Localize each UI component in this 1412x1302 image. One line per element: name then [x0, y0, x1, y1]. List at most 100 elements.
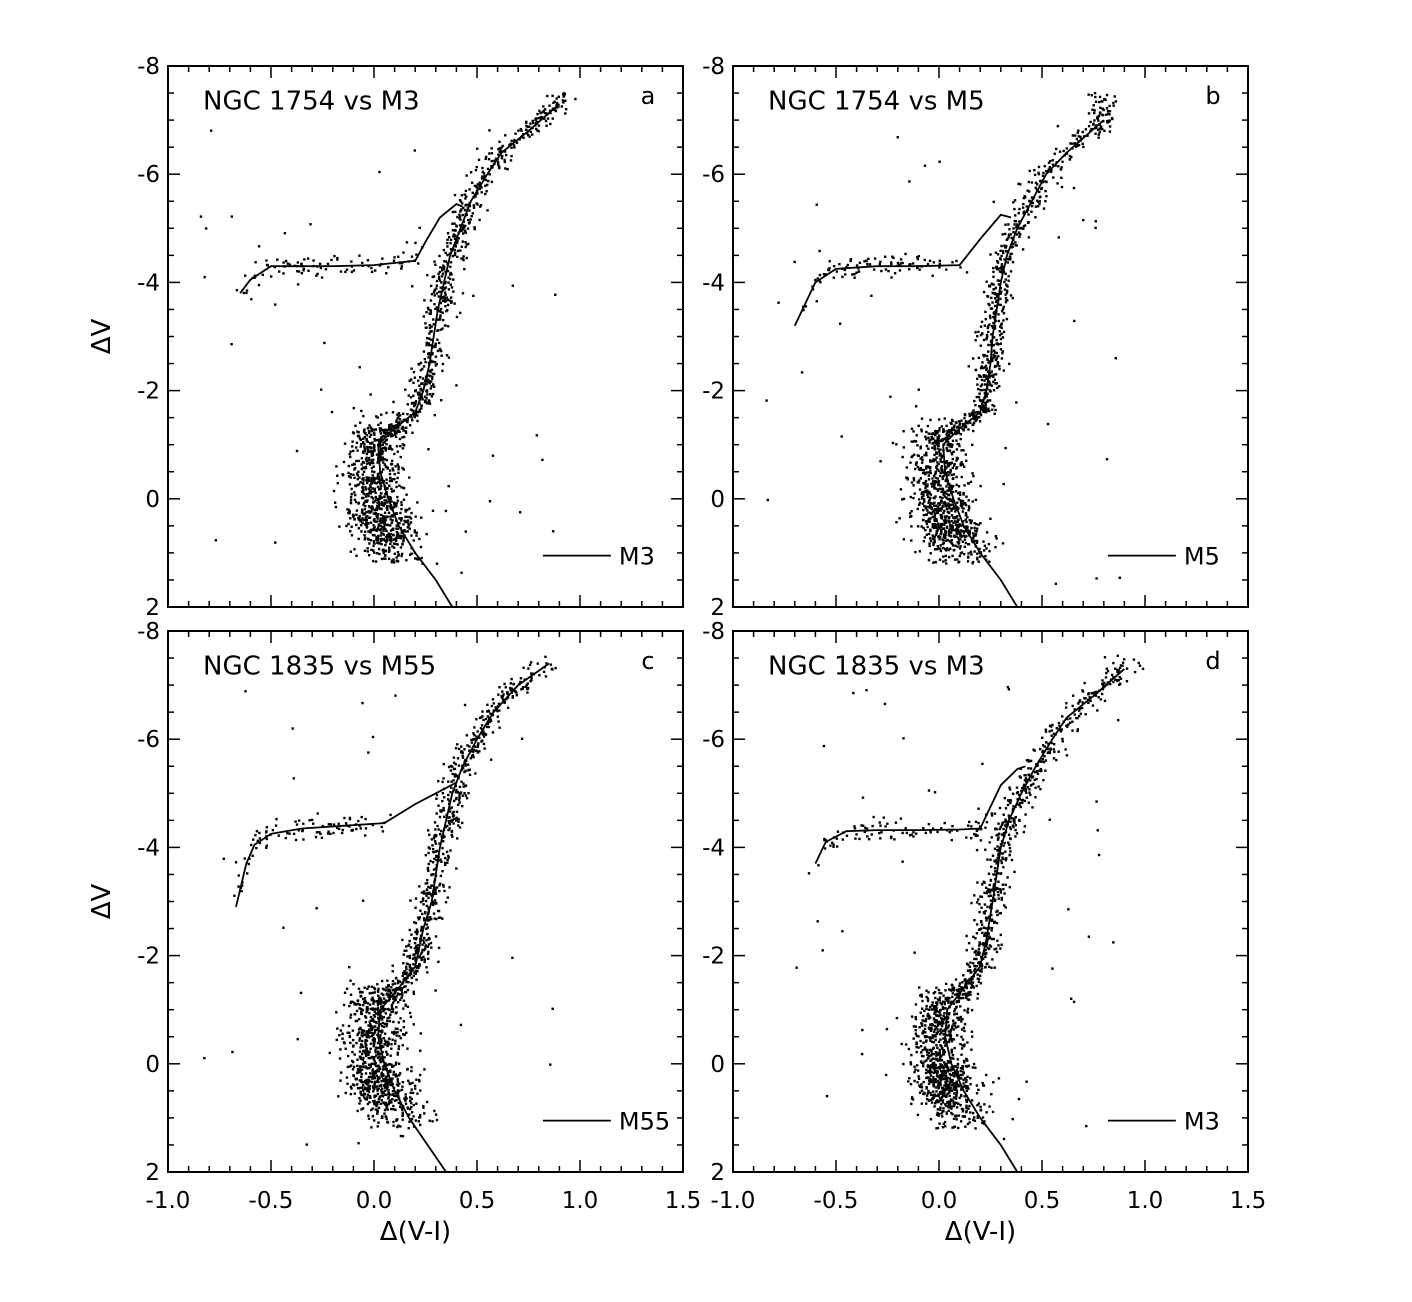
star-point — [359, 524, 363, 527]
star-point — [355, 523, 358, 527]
star-point — [428, 1119, 431, 1122]
star-point — [929, 471, 932, 475]
star-point — [383, 1089, 387, 1093]
star-point — [352, 1044, 355, 1047]
star-point — [984, 364, 988, 368]
star-point — [350, 487, 353, 491]
star-point — [446, 253, 449, 257]
star-point — [358, 1096, 361, 1100]
star-point — [352, 1065, 356, 1069]
star-point — [390, 462, 394, 466]
star-point — [392, 1032, 396, 1036]
star-point — [970, 526, 973, 530]
star-point — [1015, 233, 1019, 236]
star-point — [995, 537, 998, 540]
star-point — [358, 1007, 361, 1010]
star-point — [370, 1080, 374, 1084]
star-point — [384, 1012, 388, 1015]
star-point — [982, 406, 985, 409]
star-point — [380, 1044, 384, 1048]
star-point — [380, 507, 383, 511]
star-point — [373, 525, 376, 529]
star-point — [375, 520, 379, 523]
star-point — [441, 780, 444, 784]
star-point — [397, 471, 400, 475]
star-point — [938, 454, 941, 457]
star-point — [426, 878, 429, 882]
star-point — [1015, 244, 1018, 247]
star-point — [372, 1087, 376, 1091]
star-point — [420, 556, 423, 560]
star-point — [355, 509, 359, 512]
star-point — [912, 484, 915, 487]
star-point — [433, 294, 437, 297]
star-point — [437, 779, 440, 783]
star-point — [482, 735, 486, 738]
star-point — [955, 483, 958, 487]
star-point — [491, 731, 495, 734]
star-point — [378, 1058, 381, 1061]
star-point — [350, 270, 354, 274]
star-point — [479, 716, 483, 719]
star-point — [977, 395, 981, 399]
star-point — [1007, 275, 1010, 278]
star-point — [463, 193, 466, 196]
star-point — [383, 502, 387, 506]
star-point — [956, 515, 959, 518]
star-point — [418, 226, 421, 230]
star-point — [488, 720, 491, 724]
star-point — [974, 331, 977, 334]
x-tick-label: 0.5 — [459, 1188, 496, 1214]
star-point — [397, 1045, 401, 1048]
star-point — [392, 542, 396, 545]
star-point — [375, 1104, 378, 1108]
star-point — [959, 432, 962, 436]
star-point — [1048, 166, 1052, 169]
star-point — [209, 129, 213, 132]
star-point — [407, 394, 410, 397]
star-point — [420, 382, 423, 385]
star-point — [371, 490, 374, 493]
star-point — [1099, 106, 1102, 110]
star-point — [1042, 207, 1046, 210]
star-point — [514, 132, 517, 135]
star-point — [379, 513, 383, 517]
star-point — [356, 1071, 359, 1075]
star-point — [988, 409, 991, 413]
star-point — [411, 957, 415, 960]
star-point — [391, 1010, 395, 1013]
star-point — [390, 514, 394, 517]
star-point — [422, 955, 425, 959]
star-point — [950, 418, 954, 422]
star-point — [250, 298, 253, 301]
star-point — [945, 515, 949, 518]
star-point — [405, 558, 408, 562]
star-point — [942, 502, 945, 505]
star-point — [978, 420, 982, 423]
star-point — [474, 745, 477, 748]
star-point — [448, 277, 452, 281]
star-point — [927, 558, 931, 562]
star-point — [456, 215, 459, 219]
star-point — [422, 903, 425, 906]
star-point — [925, 467, 928, 470]
star-point — [526, 682, 530, 685]
star-point — [832, 264, 836, 268]
star-point — [404, 520, 407, 524]
star-point — [1009, 294, 1013, 297]
star-point — [377, 1046, 380, 1050]
star-point — [422, 1104, 425, 1108]
star-point — [464, 241, 467, 244]
y-tick-label: -8 — [137, 54, 160, 80]
star-point — [423, 936, 426, 940]
star-point — [391, 1038, 394, 1041]
star-point — [356, 449, 359, 452]
star-point — [922, 494, 925, 497]
star-point — [996, 253, 1000, 256]
star-point — [399, 444, 402, 448]
star-point — [401, 529, 404, 533]
star-point — [376, 1077, 380, 1081]
star-point — [919, 447, 922, 450]
star-point — [449, 265, 452, 269]
star-point — [454, 763, 458, 766]
